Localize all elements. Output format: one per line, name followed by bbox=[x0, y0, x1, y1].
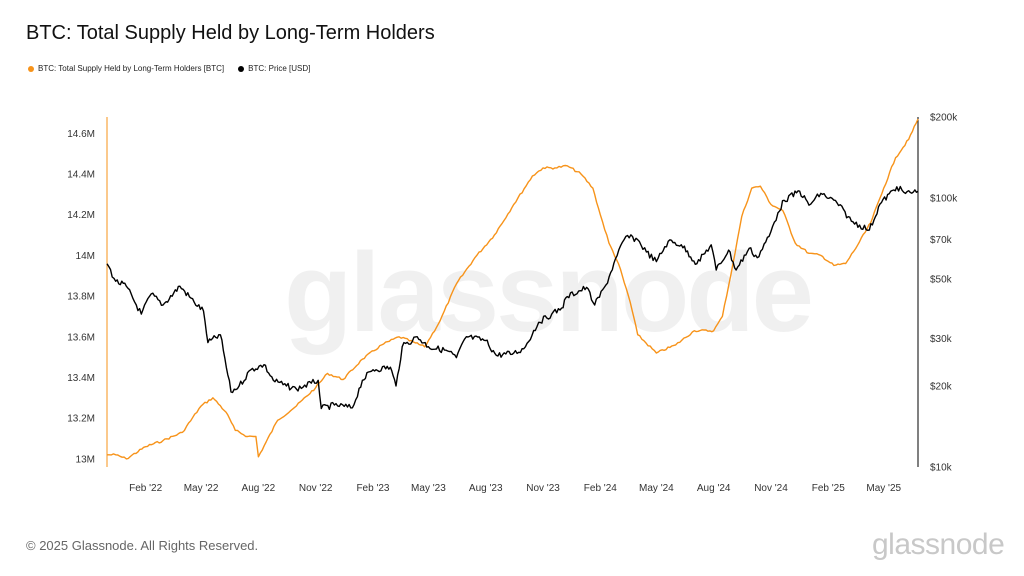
right-tick-label: $200k bbox=[930, 113, 958, 124]
x-tick-label: May '23 bbox=[411, 483, 446, 494]
legend-label-lth-supply: BTC: Total Supply Held by Long-Term Hold… bbox=[38, 64, 225, 73]
copyright-text: © 2025 Glassnode. All Rights Reserved. bbox=[26, 538, 259, 553]
left-tick-label: 13.4M bbox=[67, 373, 95, 384]
left-tick-label: 14M bbox=[76, 251, 95, 262]
x-tick-label: Nov '24 bbox=[754, 483, 788, 494]
legend-item-lth-supply[interactable]: BTC: Total Supply Held by Long-Term Hold… bbox=[28, 64, 224, 73]
x-tick-label: Aug '24 bbox=[697, 483, 731, 494]
x-tick-label: May '24 bbox=[639, 483, 674, 494]
left-tick-label: 13.6M bbox=[67, 332, 95, 343]
x-tick-label: May '22 bbox=[184, 483, 219, 494]
x-tick-label: Feb '24 bbox=[584, 483, 617, 494]
legend-item-price[interactable]: BTC: Price [USD] bbox=[238, 64, 310, 73]
glassnode-logo[interactable]: glassnode bbox=[872, 528, 1005, 561]
left-tick-label: 13M bbox=[76, 454, 95, 465]
x-tick-label: Feb '25 bbox=[812, 483, 845, 494]
x-tick-label: Feb '22 bbox=[129, 483, 162, 494]
left-tick-label: 14.6M bbox=[67, 129, 95, 140]
right-tick-label: $20k bbox=[930, 382, 953, 393]
left-tick-label: 13.2M bbox=[67, 414, 95, 425]
x-tick-label: Aug '22 bbox=[242, 483, 276, 494]
left-tick-label: 13.8M bbox=[67, 292, 95, 303]
legend-swatch-lth-supply bbox=[28, 65, 34, 72]
right-tick-label: $30k bbox=[930, 334, 953, 345]
left-tick-label: 14.4M bbox=[67, 169, 95, 180]
right-tick-label: $10k bbox=[930, 463, 953, 474]
x-tick-label: Feb '23 bbox=[356, 483, 389, 494]
chart-axes bbox=[106, 117, 919, 467]
chart-title: BTC: Total Supply Held by Long-Term Hold… bbox=[26, 22, 435, 44]
chart-series bbox=[106, 118, 919, 460]
right-tick-label: $50k bbox=[930, 274, 953, 285]
chart-ticks: 13M 13.2M 13.4M 13.6M 13.8M 14M 14.2M 14.4M 14.6… bbox=[67, 113, 958, 495]
x-tick-label: Aug '23 bbox=[469, 483, 503, 494]
legend-swatch-price bbox=[238, 65, 245, 72]
series-line-lth-supply bbox=[107, 118, 919, 460]
legend-label-price: BTC: Price [USD] bbox=[248, 64, 311, 73]
right-tick-label: $100k bbox=[930, 193, 958, 204]
x-tick-label: Nov '22 bbox=[299, 483, 333, 494]
right-tick-label: $70k bbox=[930, 235, 953, 246]
left-tick-label: 14.2M bbox=[67, 210, 95, 221]
series-line-price bbox=[106, 185, 919, 410]
legend: BTC: Total Supply Held by Long-Term Hold… bbox=[28, 64, 310, 73]
x-tick-label: Nov '23 bbox=[526, 483, 560, 494]
x-tick-label: May '25 bbox=[866, 483, 901, 494]
